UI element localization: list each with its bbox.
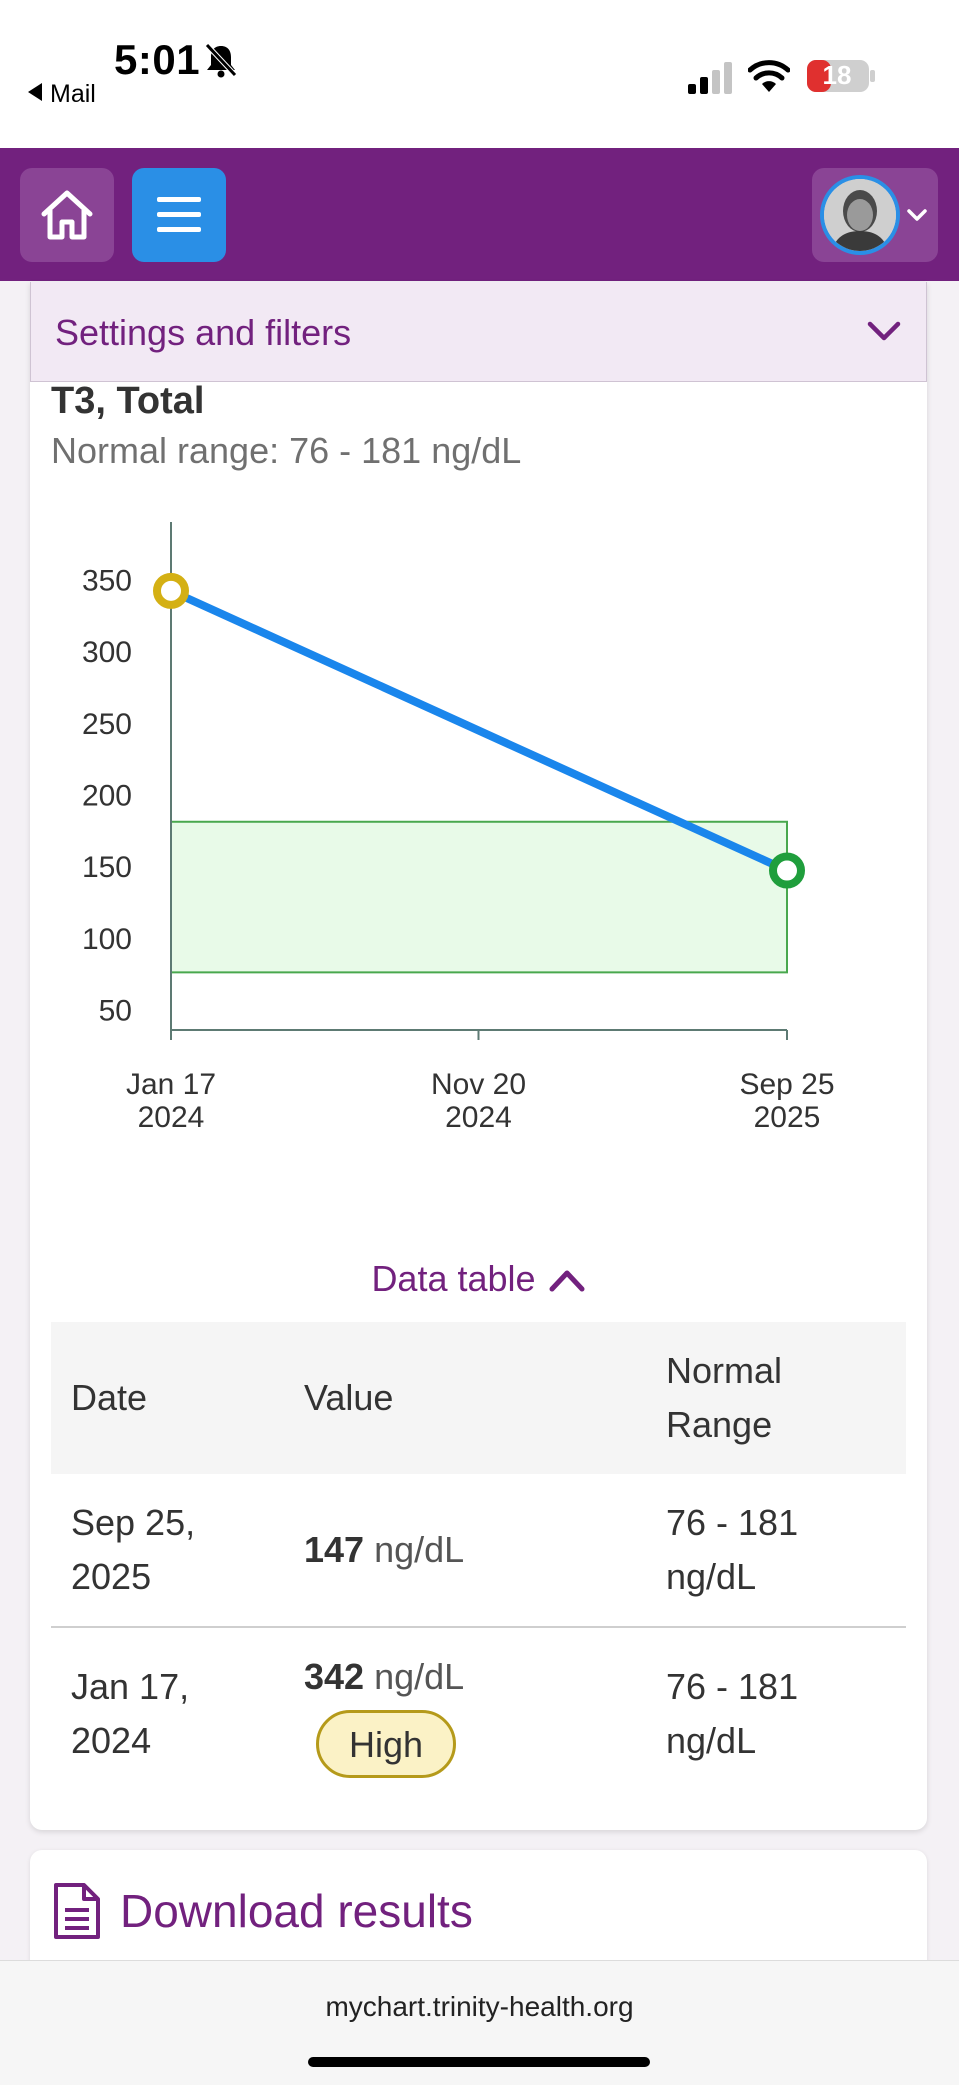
x-tick-label: Sep 25: [739, 1068, 834, 1101]
row-value: 342 ng/dL High: [284, 1627, 646, 1800]
data-table: Date Value Normal Range Sep 25, 2025 147 n…: [51, 1322, 906, 1800]
top-nav: [0, 148, 959, 281]
back-to-mail-link[interactable]: Mail: [28, 80, 96, 109]
chevron-up-icon: [549, 1270, 585, 1292]
high-badge: High: [316, 1710, 457, 1778]
header-normal-range: Normal Range: [666, 1350, 783, 1445]
test-name: T3, Total: [51, 380, 205, 422]
series-line: [167, 586, 791, 875]
result-card: Settings and filters T3, Total Normal ra…: [30, 282, 927, 1830]
status-bar: 5:01 Mail 18: [0, 0, 959, 148]
menu-icon: [157, 197, 201, 232]
x-tick-label: Jan 17: [126, 1068, 216, 1101]
settings-and-filters-toggle[interactable]: Settings and filters: [30, 282, 927, 382]
bell-slash-icon: [205, 43, 237, 78]
browser-bar: mychart.trinity-health.org: [0, 1960, 959, 2085]
row-date: Jan 17, 2024: [71, 1666, 190, 1761]
x-tick-label: Nov 20: [431, 1068, 526, 1101]
y-tick-label: 300: [82, 636, 132, 669]
signal-icon: [688, 62, 732, 94]
normal-range-text: Normal range: 76 - 181 ng/dL: [51, 430, 522, 471]
y-tick-label: 250: [82, 708, 132, 741]
chevron-down-icon: [867, 321, 901, 341]
data-point: [769, 852, 805, 889]
table-row: Jan 17, 2024 342 ng/dL High 76 - 181 ng/dL: [51, 1627, 906, 1800]
download-results-label: Download results: [120, 1885, 473, 1937]
x-tick-label: 2024: [445, 1101, 512, 1134]
y-tick-label: 150: [82, 851, 132, 884]
battery-level: 18: [822, 60, 852, 90]
table-row: Sep 25, 2025 147 ng/dL 76 - 181 ng/dL: [51, 1474, 906, 1628]
profile-menu-button[interactable]: [812, 168, 938, 262]
table-header-row: Date Value Normal Range: [51, 1322, 906, 1474]
header-date: Date: [71, 1377, 148, 1418]
y-tick-label: 350: [82, 564, 132, 597]
back-arrow-icon: [28, 83, 42, 101]
y-tick-label: 50: [99, 995, 132, 1028]
row-date: Sep 25, 2025: [51, 1474, 284, 1628]
x-tick-label: 2025: [754, 1101, 821, 1134]
row-normal-range: 76 - 181 ng/dL: [666, 1666, 799, 1761]
filters-label: Settings and filters: [55, 312, 352, 353]
wifi-icon: [748, 60, 790, 92]
data-point: [153, 572, 189, 609]
battery-charging-icon: [807, 60, 875, 92]
y-tick-label: 100: [82, 923, 132, 956]
data-table-toggle[interactable]: Data table: [30, 1258, 927, 1300]
row-normal-range: 76 - 181 ng/dL: [646, 1474, 906, 1628]
document-icon: [54, 1883, 100, 1939]
home-icon: [41, 190, 93, 240]
menu-button[interactable]: [132, 168, 226, 262]
y-tick-label: 200: [82, 780, 132, 813]
x-tick-label: 2024: [138, 1101, 205, 1134]
home-indicator[interactable]: [308, 2057, 650, 2067]
chevron-down-icon: [907, 209, 927, 221]
avatar: [820, 175, 900, 255]
status-time: 5:01: [114, 36, 201, 83]
normal-range-band: [170, 820, 788, 974]
home-button[interactable]: [20, 168, 114, 262]
url-bar[interactable]: mychart.trinity-health.org: [325, 1991, 634, 2022]
avatar-photo: [824, 179, 896, 251]
header-value: Value: [304, 1377, 394, 1418]
row-value: 147 ng/dL: [284, 1474, 646, 1628]
